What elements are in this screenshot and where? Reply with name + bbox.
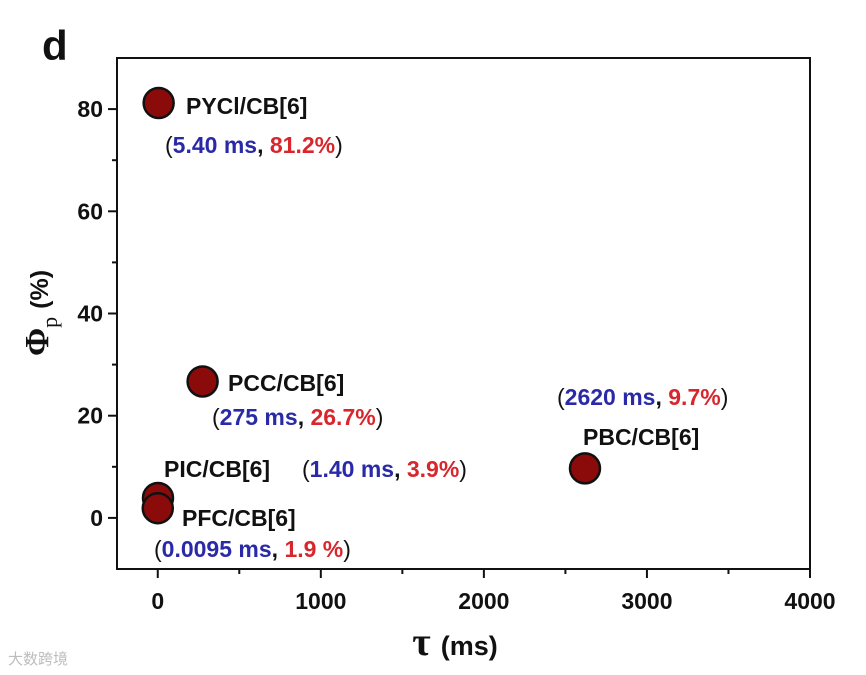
watermark: 大数跨境 [8,650,69,668]
point-value-label: (5.40 ms, 81.2%) [165,132,343,158]
value-punctuation: ) [459,456,467,482]
value-punctuation: ( [165,132,173,158]
value-punctuation: ) [721,384,729,410]
y-tick-label: 20 [77,403,103,429]
quantum-yield-value: 9.7% [668,384,720,410]
value-punctuation: ( [154,536,162,562]
lifetime-value: 1.40 ms [310,456,394,482]
lifetime-value: 0.0095 ms [162,536,272,562]
x-tick-label: 3000 [621,588,672,614]
y-tick-label: 0 [90,505,103,531]
y-axis-title: Φp (%) [19,270,62,356]
x-tick-label: 0 [151,588,164,614]
value-punctuation: , [394,456,407,482]
value-punctuation: , [655,384,668,410]
lifetime-value: 275 ms [220,404,298,430]
value-punctuation: , [257,132,270,158]
data-labels: PYCl/CB[6] (5.40 ms, 81.2%) PCC/CB[6] (275 … [154,93,728,562]
data-point [568,452,602,485]
data-point [186,365,219,398]
value-punctuation: ( [212,404,220,430]
svg-text:Φp(%): Φp (%) [19,270,62,356]
y-axis-ticks: 0 20 40 60 80 [77,96,117,531]
value-punctuation: ) [343,536,351,562]
x-tick-label: 2000 [458,588,509,614]
panel-label: d [42,22,68,69]
x-axis-symbol: τ [412,619,430,664]
point-name-label: PIC/CB[6] [164,456,270,482]
y-axis-subscript: p [37,317,62,328]
y-axis-unit: (%) [26,270,54,309]
value-punctuation: ( [557,384,565,410]
y-tick-label: 80 [77,96,103,122]
value-punctuation: , [298,404,311,430]
x-axis-title: τ (ms) [412,619,497,664]
quantum-yield-value: 1.9 % [284,536,343,562]
value-punctuation: ) [376,404,384,430]
point-value-label: (1.40 ms, 3.9%) [302,456,467,482]
value-punctuation: ) [335,132,343,158]
x-axis-unit: (ms) [441,631,498,661]
x-axis-ticks: 0 1000 2000 3000 4000 [151,569,836,614]
data-point [142,86,175,120]
point-name-label: PYCl/CB[6] [186,93,307,119]
y-tick-label: 40 [77,301,103,327]
point-name-label: PCC/CB[6] [228,370,344,396]
lifetime-value: 2620 ms [565,384,656,410]
point-value-label: (0.0095 ms, 1.9 %) [154,536,351,562]
point-name-label: PFC/CB[6] [182,505,296,531]
y-tick-label: 60 [77,198,103,224]
value-punctuation: , [272,536,285,562]
quantum-yield-value: 81.2% [270,132,335,158]
lifetime-value: 5.40 ms [173,132,257,158]
y-axis-symbol: Φ [19,328,56,356]
quantum-yield-value: 26.7% [310,404,375,430]
data-points [141,86,602,525]
x-tick-label: 4000 [784,588,835,614]
point-value-label: (275 ms, 26.7%) [212,404,383,430]
value-punctuation: ( [302,456,310,482]
data-point [141,491,175,525]
point-value-label: (2620 ms, 9.7%) [557,384,728,410]
x-tick-label: 1000 [295,588,346,614]
point-name-label: PBC/CB[6] [583,424,699,450]
quantum-yield-value: 3.9% [407,456,459,482]
